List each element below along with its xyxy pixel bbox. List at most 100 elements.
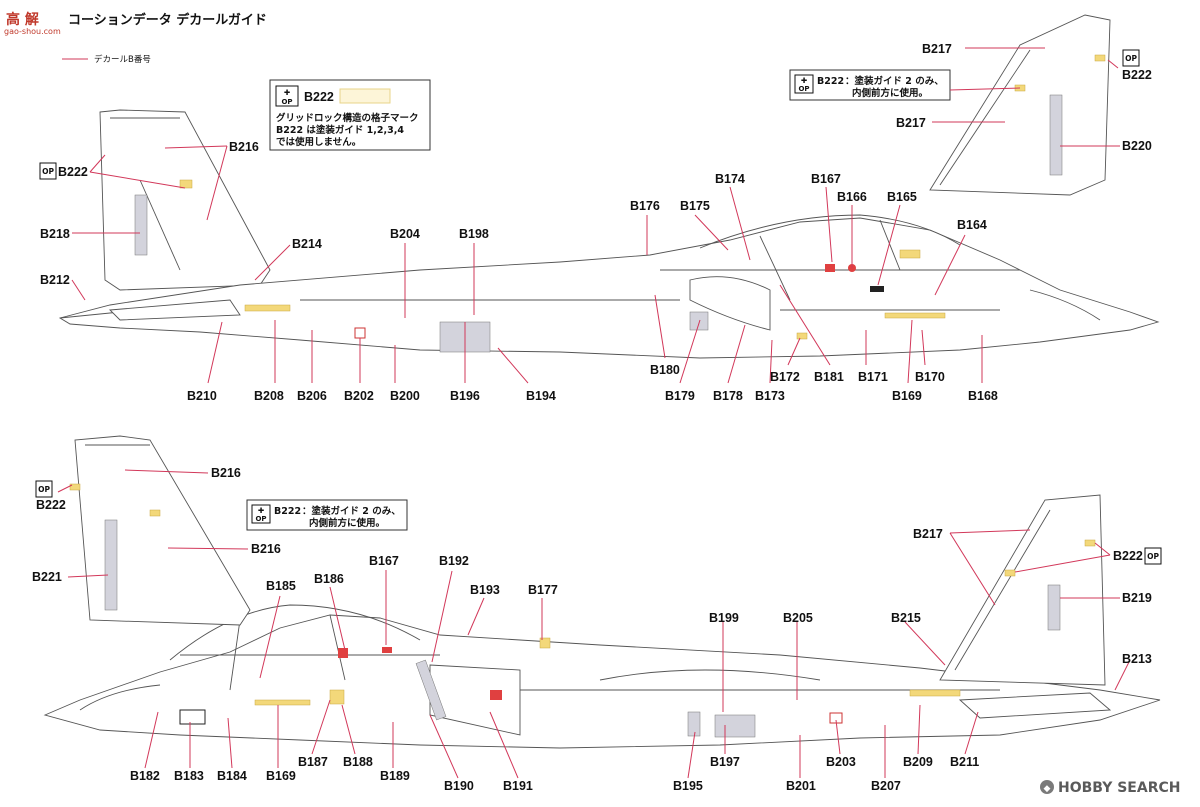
label-b201: B201 <box>786 779 816 793</box>
label-b212: B212 <box>40 273 70 287</box>
site-url: gao-shou.com <box>4 27 61 36</box>
label-b172: B172 <box>770 370 800 384</box>
label-b168: B168 <box>968 389 998 403</box>
label-b210: B210 <box>187 389 217 403</box>
label-b203: B203 <box>826 755 856 769</box>
label-b192: B192 <box>439 554 469 568</box>
label-b169: B169 <box>892 389 922 403</box>
svg-text:OP: OP <box>1125 54 1137 63</box>
note3-line1: ：塗装ガイド 2 のみ、 <box>302 505 401 517</box>
label-b166: B166 <box>837 190 867 204</box>
label-b204: B204 <box>390 227 420 241</box>
op-tag-b222-topright: OP <box>1122 49 1140 67</box>
label-b175: B175 <box>680 199 710 213</box>
label-b173: B173 <box>755 389 785 403</box>
label-b193: B193 <box>470 583 500 597</box>
label-b179: B179 <box>665 389 695 403</box>
label-b174: B174 <box>715 172 745 186</box>
label-b184: B184 <box>217 769 247 783</box>
label-b205: B205 <box>783 611 813 625</box>
label-b207: B207 <box>871 779 901 793</box>
op-tag-b222-bottomleft: OP <box>35 480 53 498</box>
label-b171: B171 <box>858 370 888 384</box>
leader-lines-bottom <box>57 469 1131 779</box>
label-b222-bottomleft: B222 <box>36 498 66 512</box>
label-b167: B167 <box>811 172 841 186</box>
label-b182: B182 <box>130 769 160 783</box>
note1-line3: では使用しません。 <box>276 136 361 148</box>
label-b169-bottom: B169 <box>266 769 296 783</box>
label-b219: B219 <box>1122 591 1152 605</box>
leader-lines-top <box>71 47 1120 384</box>
label-b216-lower: B216 <box>251 542 281 556</box>
svg-text:✚: ✚ <box>801 76 807 85</box>
brand-text: HOBBY SEARCH <box>1058 780 1180 796</box>
label-b177: B177 <box>528 583 558 597</box>
note1-line2: B222 は塗装ガイド 1,2,3,4 <box>276 124 404 136</box>
note1-line1: グリッドロック構造の格子マーク <box>276 112 419 124</box>
label-b221: B221 <box>32 570 62 584</box>
label-b217-mid: B217 <box>896 116 926 130</box>
label-b209: B209 <box>903 755 933 769</box>
tail-right-view-top <box>929 14 1111 196</box>
label-b217-bottom: B217 <box>913 527 943 541</box>
label-b200: B200 <box>390 389 420 403</box>
svg-text:OP: OP <box>798 85 809 93</box>
label-b216: B216 <box>229 140 259 154</box>
site-mark: 高 解 <box>6 11 39 28</box>
label-b222-topright: B222 <box>1122 68 1152 82</box>
label-b191: B191 <box>503 779 533 793</box>
label-b222-bottomright: B222 <box>1113 549 1143 563</box>
svg-text:✚: ✚ <box>284 88 290 97</box>
note3-code: B222 <box>274 506 301 517</box>
svg-text:OP: OP <box>38 485 50 494</box>
label-b176: B176 <box>630 199 660 213</box>
label-b167-bottom: B167 <box>369 554 399 568</box>
label-b220: B220 <box>1122 139 1152 153</box>
label-b195: B195 <box>673 779 703 793</box>
label-b189: B189 <box>380 769 410 783</box>
note-box-grid-lock: ✚ OP B222 グリッドロック構造の格子マーク B222 は塗装ガイド 1,… <box>269 79 431 151</box>
op-tag-b222-left: OP <box>39 162 57 180</box>
label-b178: B178 <box>713 389 743 403</box>
label-b215: B215 <box>891 611 921 625</box>
svg-text:✚: ✚ <box>258 506 264 515</box>
label-b180: B180 <box>650 363 680 377</box>
label-b211: B211 <box>950 755 979 769</box>
label-b216-upper: B216 <box>211 466 241 480</box>
label-b199: B199 <box>709 611 739 625</box>
label-b170: B170 <box>915 370 945 384</box>
svg-text:OP: OP <box>255 515 266 523</box>
note2-line2: 内側前方に使用。 <box>852 87 928 99</box>
aircraft-left-side <box>58 109 1160 359</box>
note-box-guide2-bottom: ✚ OP B222 ：塗装ガイド 2 のみ、 内側前方に使用。 <box>246 499 408 531</box>
svg-text:◆: ◆ <box>1044 784 1051 794</box>
aircraft-right-side <box>43 494 1161 749</box>
label-b214: B214 <box>292 237 322 251</box>
label-b188: B188 <box>343 755 373 769</box>
label-b208: B208 <box>254 389 284 403</box>
label-b183: B183 <box>174 769 204 783</box>
label-b222: B222 <box>58 165 88 179</box>
label-b185: B185 <box>266 579 296 593</box>
svg-text:OP: OP <box>1147 552 1159 561</box>
label-b213: B213 <box>1122 652 1152 666</box>
label-b181: B181 <box>814 370 844 384</box>
label-b194: B194 <box>526 389 556 403</box>
decal-labels-top: B216 OP B222 B218 B212 B214 B204 B198 B1… <box>39 42 1152 403</box>
site-watermark: 高 解 gao-shou.com <box>4 8 61 36</box>
label-b202: B202 <box>344 389 374 403</box>
label-b218: B218 <box>40 227 70 241</box>
label-b187: B187 <box>298 755 328 769</box>
tail-left-view-bottom <box>69 435 251 626</box>
label-b206: B206 <box>297 389 327 403</box>
decal-labels-bottom: B216 OP B222 B216 B221 B185 B186 B167 B1… <box>32 466 1162 793</box>
note2-line1: ：塗装ガイド 2 のみ、 <box>845 75 944 87</box>
note2-code: B222 <box>817 76 844 87</box>
op-tag-b222-bottomright: OP <box>1144 547 1162 565</box>
label-b196: B196 <box>450 389 480 403</box>
label-b190: B190 <box>444 779 474 793</box>
hobby-search-watermark: ◆ HOBBY SEARCH <box>1040 780 1180 796</box>
note-box-guide2-top: ✚ OP B222 ：塗装ガイド 2 のみ、 内側前方に使用。 <box>789 69 951 101</box>
